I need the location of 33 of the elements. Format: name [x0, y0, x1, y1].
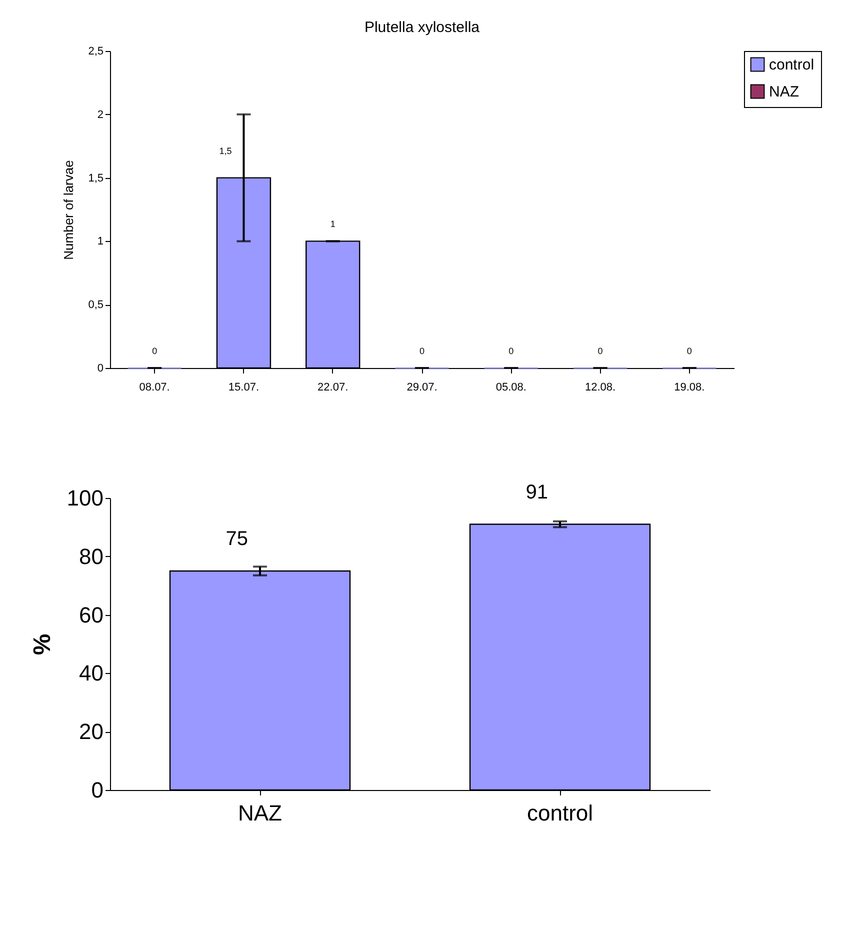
legend-label: control: [769, 56, 814, 74]
data-label: 1: [330, 219, 336, 230]
data-label: 1,5: [219, 146, 232, 156]
x-tick-label: 15.07.: [228, 382, 260, 394]
legend-label: NAZ: [769, 84, 799, 100]
data-label: 0: [686, 346, 692, 356]
y-axis-title: %: [28, 634, 56, 656]
y-tick-label: 40: [79, 660, 104, 686]
y-tick-label: 1: [97, 236, 104, 248]
x-tick-label: 22.07.: [318, 382, 348, 394]
data-label: 0: [598, 346, 603, 356]
y-tick-label: 2: [97, 108, 104, 121]
y-tick-label: 1,5: [88, 172, 104, 184]
y-axis-title: Number of larvae: [61, 160, 76, 260]
y-tick-label: 0: [91, 778, 104, 802]
y-tick-label: 80: [79, 544, 104, 569]
x-tick-label: 05.08.: [496, 382, 526, 394]
data-label: 75: [226, 528, 248, 550]
y-tick-label: 20: [79, 719, 104, 744]
x-tick-label: 19.08.: [674, 382, 705, 394]
x-tick-label: 12.08.: [584, 382, 616, 394]
y-tick-label: 60: [79, 602, 104, 628]
x-tick-label: 08.07.: [139, 382, 170, 394]
data-label: 0: [508, 346, 514, 356]
data-label: 0: [152, 346, 158, 356]
y-tick-label: 0: [97, 362, 104, 374]
y-tick-label: 0,5: [88, 299, 104, 312]
data-label: 91: [526, 481, 548, 504]
y-tick-label: 100: [66, 486, 104, 510]
x-tick-label: 29.07.: [406, 382, 438, 394]
chart-title: Plutella xylostella: [364, 19, 480, 36]
data-label: 0: [419, 346, 425, 356]
y-tick-label: 2,5: [88, 46, 104, 58]
